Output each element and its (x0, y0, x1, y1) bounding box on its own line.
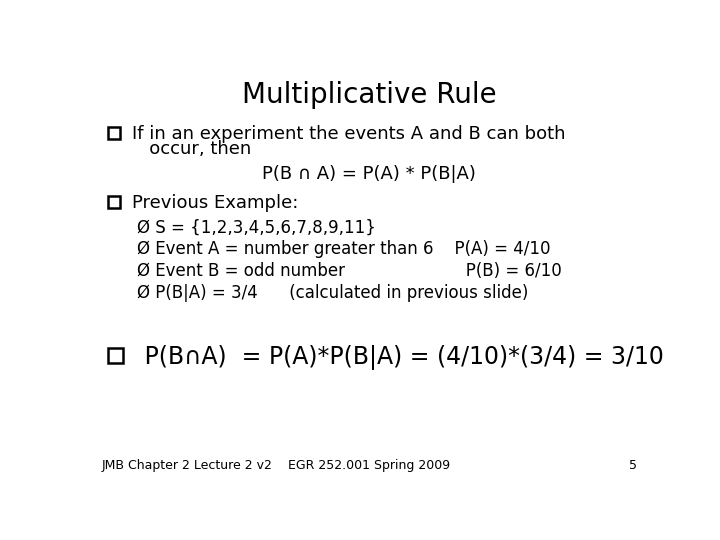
Text: Ø P(B|A) = 3/4      (calculated in previous slide): Ø P(B|A) = 3/4 (calculated in previous s… (138, 284, 528, 301)
Text: Previous Example:: Previous Example: (132, 194, 298, 212)
Text: 5: 5 (629, 460, 637, 472)
Text: Ø Event B = odd number                       P(B) = 6/10: Ø Event B = odd number P(B) = 6/10 (138, 262, 562, 280)
Text: Multiplicative Rule: Multiplicative Rule (242, 82, 496, 110)
Bar (108, 127, 120, 139)
Text: occur, then: occur, then (132, 140, 251, 158)
Text: P(B ∩ A) = P(A) * P(B|A): P(B ∩ A) = P(A) * P(B|A) (262, 165, 476, 183)
Bar (108, 196, 120, 208)
Bar (108, 348, 124, 363)
Text: EGR 252.001 Spring 2009: EGR 252.001 Spring 2009 (288, 460, 450, 472)
Text: P(B∩A)  = P(A)*P(B|A) = (4/10)*(3/4) = 3/10: P(B∩A) = P(A)*P(B|A) = (4/10)*(3/4) = 3/… (138, 346, 665, 370)
Text: Ø S = {1,2,3,4,5,6,7,8,9,11}: Ø S = {1,2,3,4,5,6,7,8,9,11} (138, 219, 377, 237)
Text: If in an experiment the events A and B can both: If in an experiment the events A and B c… (132, 125, 565, 143)
Text: JMB Chapter 2 Lecture 2 v2: JMB Chapter 2 Lecture 2 v2 (101, 460, 272, 472)
Text: Ø Event A = number greater than 6    P(A) = 4/10: Ø Event A = number greater than 6 P(A) =… (138, 240, 551, 258)
